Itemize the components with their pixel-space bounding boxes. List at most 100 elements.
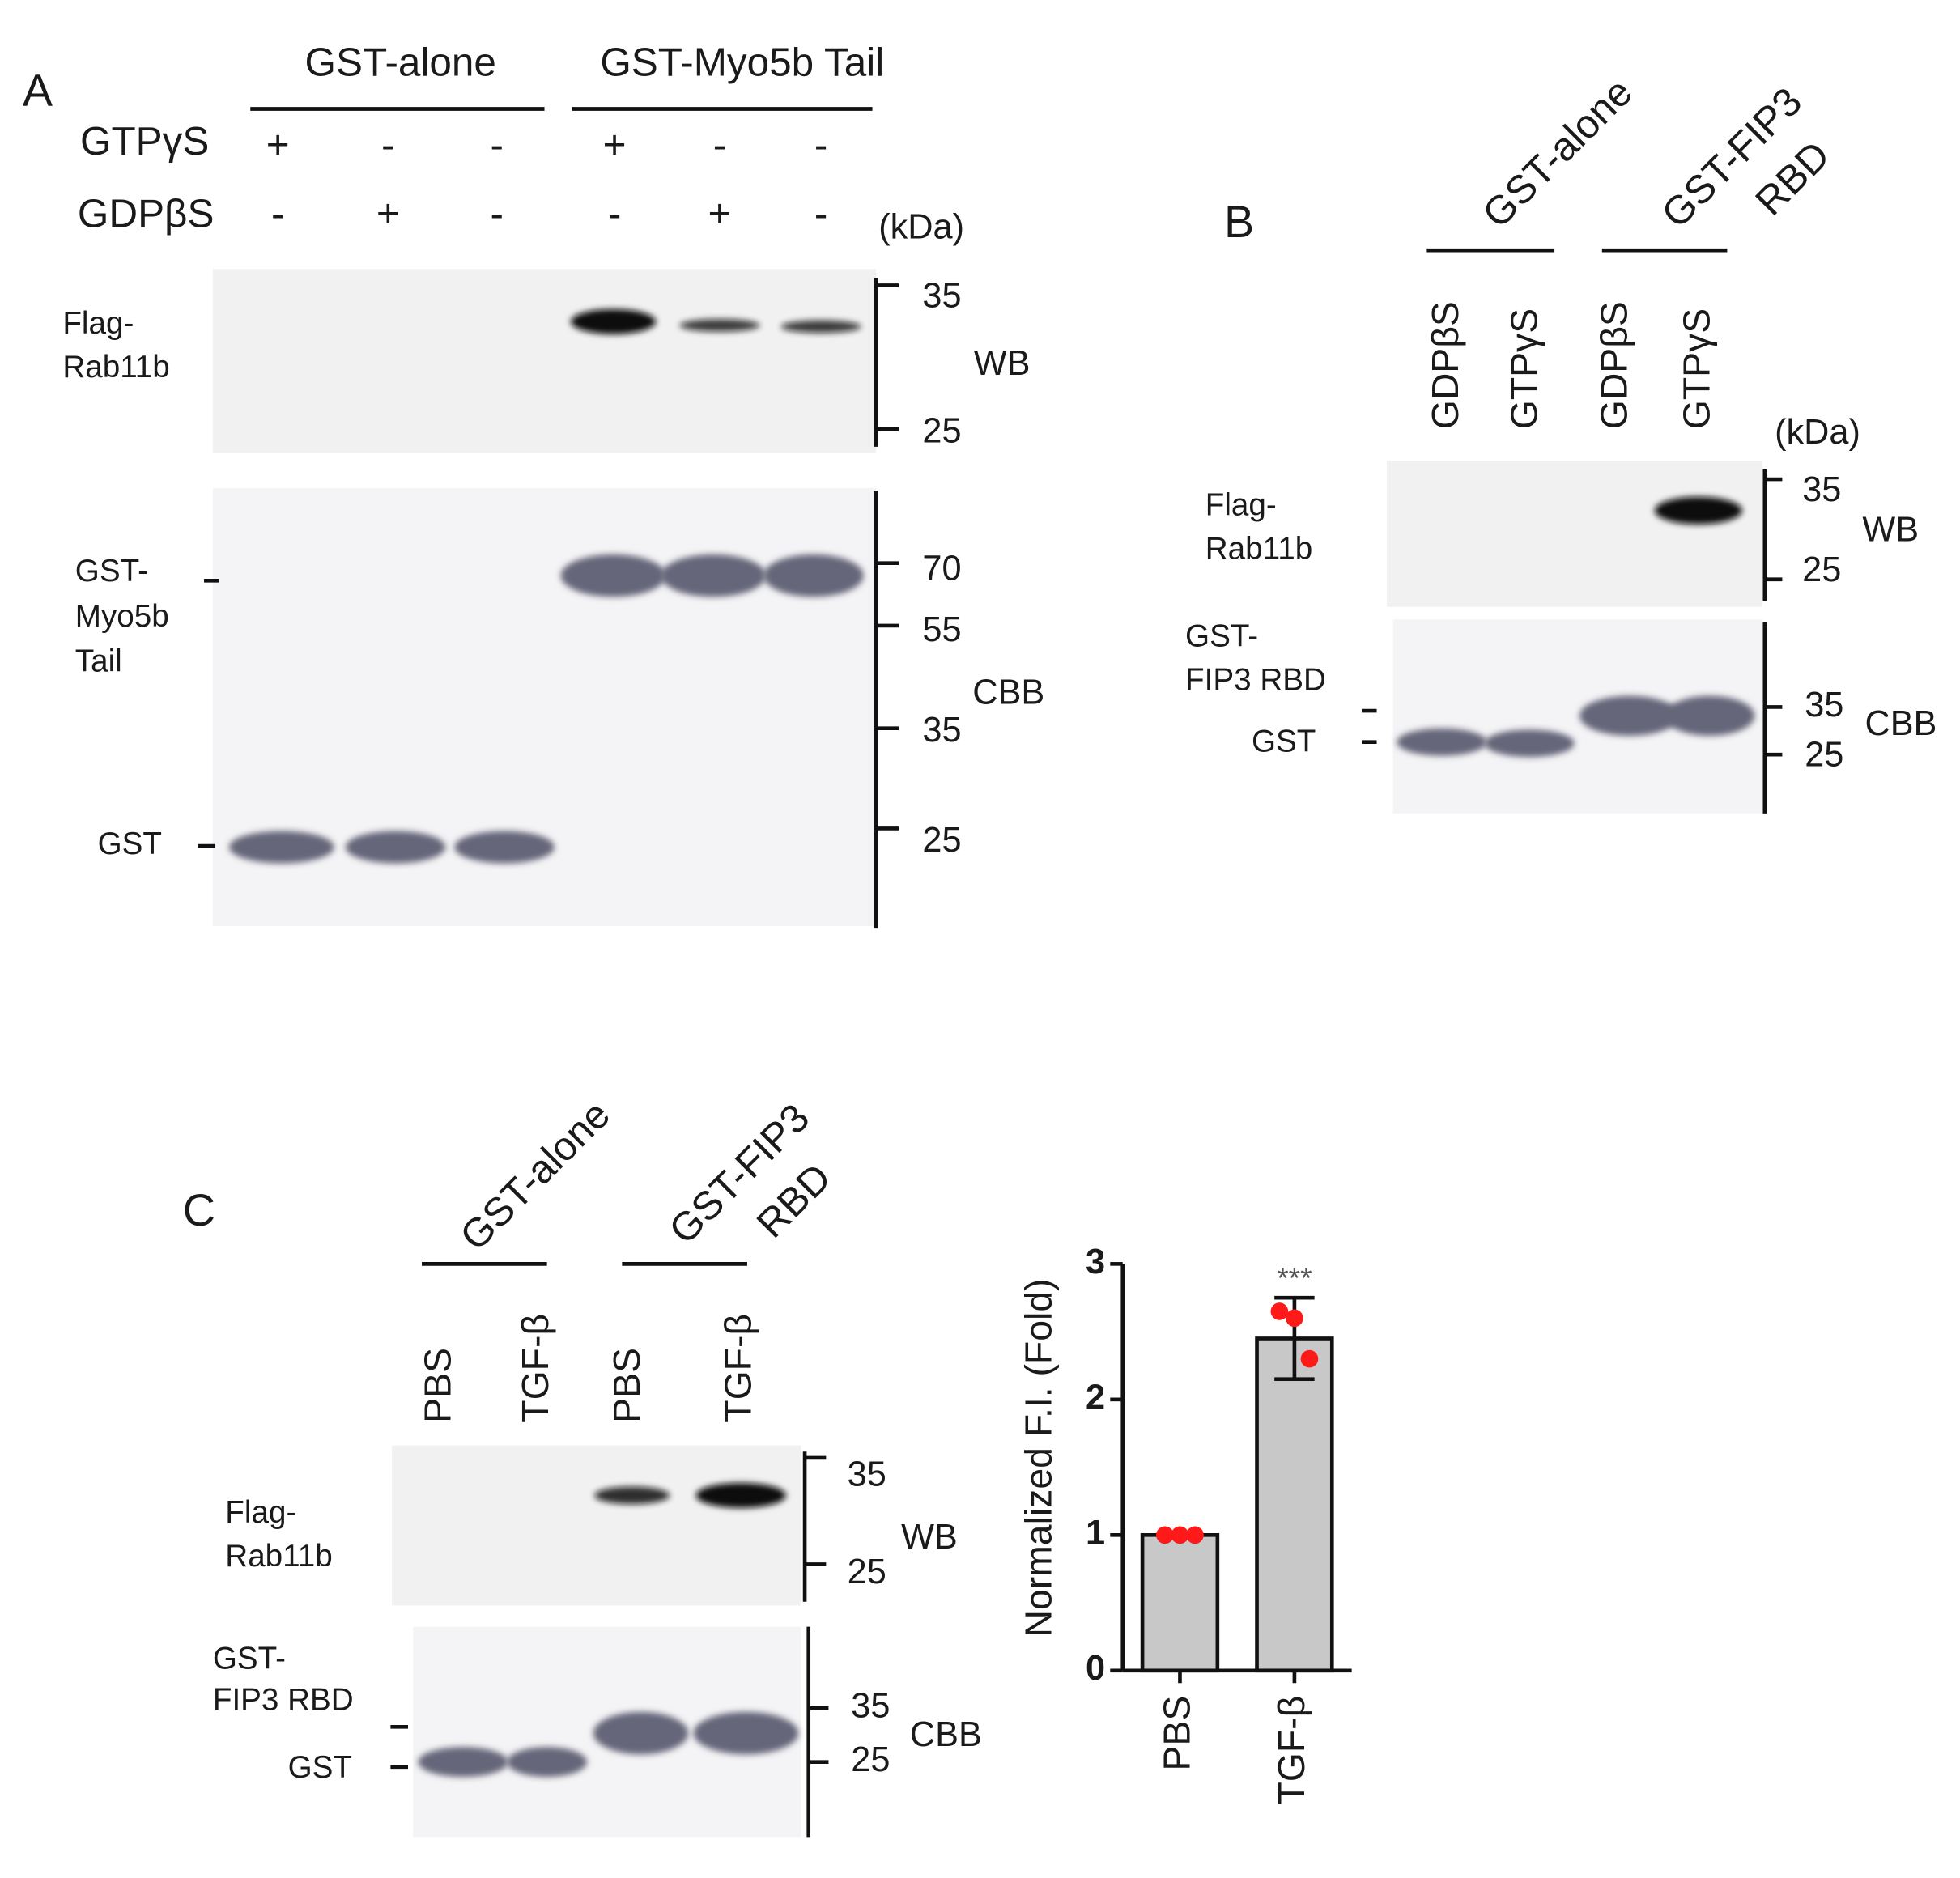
sign: -	[491, 192, 504, 236]
band	[780, 320, 861, 334]
band	[560, 554, 666, 597]
protein-label: Rab11b	[225, 1539, 332, 1574]
sign: -	[491, 122, 504, 167]
blot-label: WB	[1862, 510, 1919, 549]
lane-label: TGF-β	[716, 1314, 759, 1423]
data-point	[1300, 1349, 1319, 1368]
marker-label: 25	[922, 821, 961, 860]
marker-label: 25	[922, 411, 961, 450]
row-label: GDPβS	[78, 192, 215, 236]
band	[593, 1711, 689, 1755]
blot	[212, 269, 877, 453]
lane-label: PBS	[416, 1348, 458, 1423]
panel-label: B	[1224, 197, 1254, 247]
band	[570, 308, 657, 334]
band	[454, 831, 555, 864]
x-tick-label: PBS	[1156, 1696, 1198, 1771]
protein-label: Rab11b	[62, 350, 169, 385]
protein-label: Flag-	[1205, 487, 1277, 522]
band	[418, 1747, 508, 1778]
marker-label: 35	[1802, 470, 1841, 509]
lane-label: GTPγS	[1676, 308, 1718, 429]
band	[345, 831, 446, 864]
group-label: GST-Myo5b Tail	[600, 40, 884, 84]
blot-label: CBB	[1864, 704, 1937, 743]
lane-label: GTPγS	[1503, 308, 1545, 429]
sign: +	[376, 192, 400, 236]
sign: +	[266, 122, 290, 167]
band	[679, 319, 760, 332]
panel-label: C	[183, 1185, 215, 1235]
band	[1579, 695, 1680, 736]
lane-label: PBS	[606, 1348, 648, 1423]
sign: -	[814, 192, 827, 236]
y-tick-label: 3	[1086, 1243, 1105, 1281]
sign: -	[271, 192, 284, 236]
unit-label: (kDa)	[1775, 413, 1860, 452]
data-point	[1286, 1309, 1303, 1328]
blot	[1386, 460, 1762, 607]
sign: -	[713, 122, 726, 167]
marker-label: 35	[851, 1687, 890, 1726]
blot-label: CBB	[972, 673, 1044, 712]
protein-label: GST-	[1185, 619, 1258, 654]
protein-label: FIP3 RBD	[213, 1683, 354, 1718]
marker-label: 35	[1805, 686, 1843, 724]
sign: +	[708, 192, 732, 236]
blot-label: WB	[974, 344, 1031, 383]
band	[763, 554, 864, 597]
band	[1484, 729, 1575, 758]
protein-label: GST	[288, 1750, 352, 1785]
protein-label: Rab11b	[1205, 531, 1312, 566]
bar	[1255, 1336, 1334, 1673]
marker-label: 25	[851, 1740, 890, 1779]
marker-label: 25	[848, 1553, 886, 1591]
blot	[391, 1445, 801, 1606]
lane-label: TGF-β	[514, 1314, 556, 1423]
band	[228, 831, 334, 864]
group-label: GST-alone	[452, 1092, 619, 1259]
bar	[1140, 1532, 1220, 1673]
y-tick-label: 0	[1086, 1649, 1105, 1688]
protein-label: GST-	[75, 554, 148, 588]
band	[594, 1486, 670, 1505]
row-label: GTPγS	[80, 119, 209, 164]
band	[695, 1482, 786, 1508]
protein-label: Tail	[75, 644, 122, 679]
data-point	[1171, 1526, 1189, 1544]
protein-label: GST-	[213, 1642, 286, 1676]
band	[1654, 496, 1742, 525]
data-point	[1186, 1526, 1204, 1544]
data-point	[1270, 1302, 1289, 1320]
x-tick-label: TGF-β	[1270, 1696, 1312, 1805]
blot-label: WB	[901, 1518, 958, 1557]
lane-label: GDPβS	[1593, 301, 1635, 429]
band	[661, 554, 767, 597]
sign: -	[814, 122, 827, 167]
group-label: GST-alone	[305, 40, 496, 84]
lane-label: GDPβS	[1424, 301, 1466, 429]
group-label: GST-alone	[1474, 70, 1641, 236]
y-tick-label: 1	[1086, 1514, 1105, 1553]
protein-label: Myo5b	[75, 599, 169, 634]
protein-label: Flag-	[62, 306, 134, 341]
marker-label: 70	[922, 549, 961, 588]
unit-label: (kDa)	[878, 207, 964, 246]
marker-label: 25	[1805, 736, 1843, 775]
y-tick-label: 2	[1086, 1378, 1105, 1417]
sign: +	[603, 122, 627, 167]
marker-label: 25	[1802, 550, 1841, 589]
data-point	[1156, 1526, 1174, 1544]
panel-label: A	[23, 66, 53, 116]
protein-label: GST	[1252, 724, 1316, 758]
y-axis-title: Normalized F.I. (Fold)	[1017, 1278, 1059, 1637]
band	[1397, 728, 1487, 756]
sign: -	[381, 122, 394, 167]
protein-label: GST	[98, 826, 162, 861]
protein-label: Flag-	[225, 1495, 296, 1530]
marker-label: 35	[848, 1455, 886, 1494]
marker-label: 35	[922, 276, 961, 315]
marker-label: 35	[922, 711, 961, 750]
